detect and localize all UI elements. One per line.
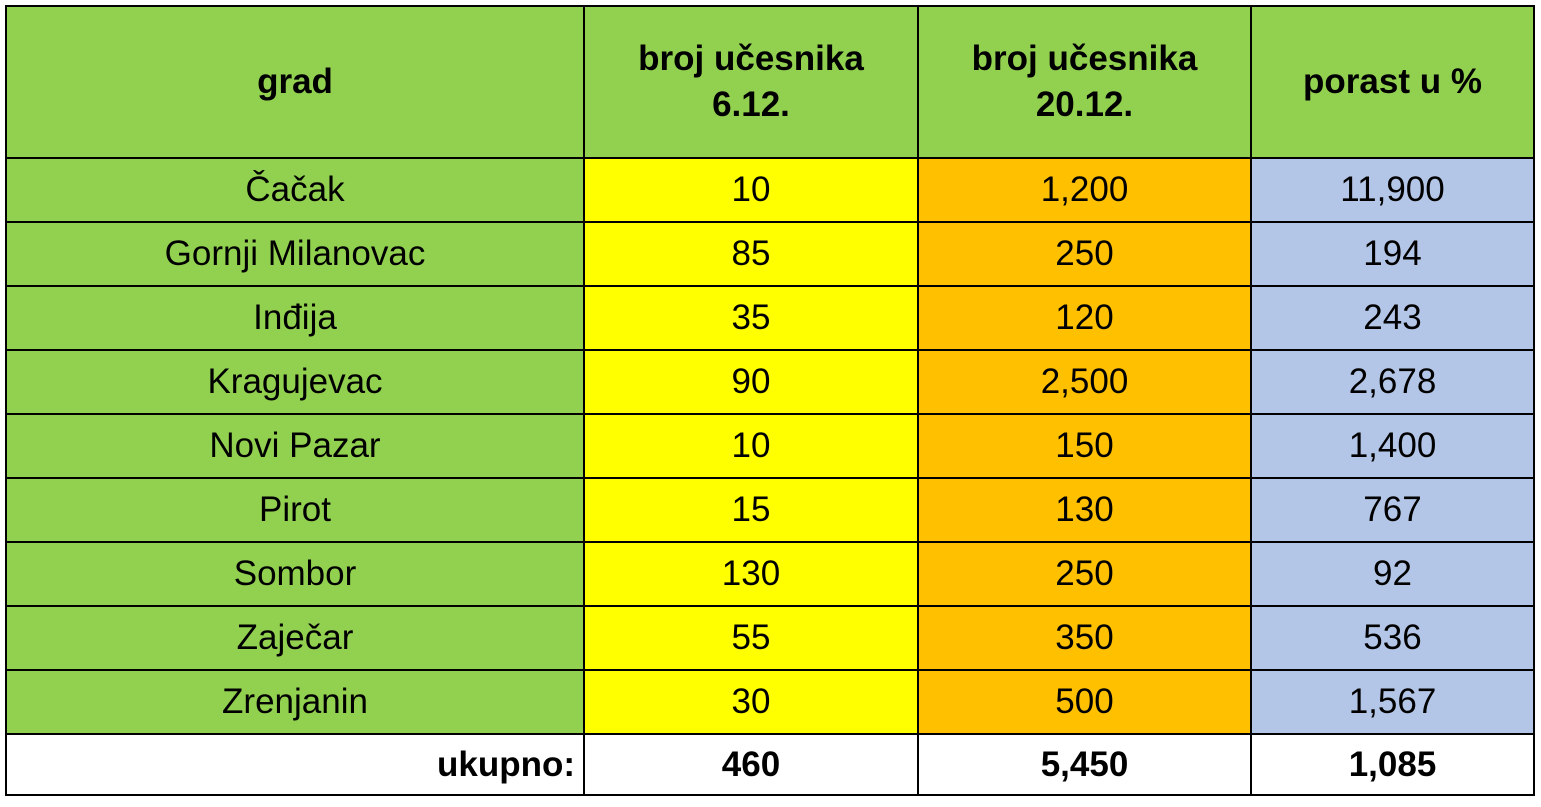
total-label: ukupno:: [5, 733, 585, 796]
value-cell: 350: [917, 605, 1252, 671]
city-cell: Sombor: [5, 541, 585, 607]
data-row: Čačak 10 1,200 11,900: [5, 157, 1535, 223]
value-cell: 55: [583, 605, 919, 671]
value-cell: 15: [583, 477, 919, 543]
value-cell: 85: [583, 221, 919, 287]
city-cell: Zaječar: [5, 605, 585, 671]
value-cell: 92: [1250, 541, 1535, 607]
value-cell: 90: [583, 349, 919, 415]
data-row: Kragujevac 90 2,500 2,678: [5, 349, 1535, 415]
value-cell: 1,567: [1250, 669, 1535, 735]
header-row: grad broj učesnika 6.12. broj učesnika 20.12…: [5, 5, 1535, 159]
header-text: broj učesnika: [971, 39, 1198, 78]
city-cell: Čačak: [5, 157, 585, 223]
header-cell: broj učesnika 6.12.: [583, 5, 919, 159]
city-cell: Inđija: [5, 285, 585, 351]
value-cell: 1,400: [1250, 413, 1535, 479]
total-cell: 5,450: [917, 733, 1252, 796]
header-text: porast u %: [1303, 62, 1482, 101]
table-body: Čačak 10 1,200 11,900 Gornji Milanovac 85 250 1…: [5, 157, 1535, 796]
data-table: grad broj učesnika 6.12. broj učesnika 20.12…: [5, 5, 1535, 796]
value-cell: 500: [917, 669, 1252, 735]
value-cell: 120: [917, 285, 1252, 351]
total-cell: 1,085: [1250, 733, 1535, 796]
header-cell: porast u %: [1250, 5, 1535, 159]
value-cell: 767: [1250, 477, 1535, 543]
total-cell: 460: [583, 733, 919, 796]
value-cell: 2,500: [917, 349, 1252, 415]
data-row: Zrenjanin 30 500 1,567: [5, 669, 1535, 735]
data-row: Sombor 130 250 92: [5, 541, 1535, 607]
header-text: 20.12.: [1035, 85, 1134, 124]
value-cell: 10: [583, 413, 919, 479]
data-row: Novi Pazar 10 150 1,400: [5, 413, 1535, 479]
value-cell: 10: [583, 157, 919, 223]
city-cell: Kragujevac: [5, 349, 585, 415]
city-cell: Zrenjanin: [5, 669, 585, 735]
value-cell: 130: [583, 541, 919, 607]
value-cell: 250: [917, 221, 1252, 287]
data-row: Pirot 15 130 767: [5, 477, 1535, 543]
header-text: broj učesnika: [638, 39, 864, 78]
value-cell: 11,900: [1250, 157, 1535, 223]
header-cell: grad: [5, 5, 585, 159]
data-row: Inđija 35 120 243: [5, 285, 1535, 351]
value-cell: 35: [583, 285, 919, 351]
value-cell: 250: [917, 541, 1252, 607]
header-text: grad: [257, 62, 333, 101]
city-cell: Gornji Milanovac: [5, 221, 585, 287]
header-text: 6.12.: [712, 85, 790, 124]
value-cell: 2,678: [1250, 349, 1535, 415]
value-cell: 1,200: [917, 157, 1252, 223]
city-cell: Pirot: [5, 477, 585, 543]
value-cell: 130: [917, 477, 1252, 543]
city-cell: Novi Pazar: [5, 413, 585, 479]
value-cell: 30: [583, 669, 919, 735]
total-row: ukupno: 460 5,450 1,085: [5, 733, 1535, 796]
value-cell: 194: [1250, 221, 1535, 287]
value-cell: 536: [1250, 605, 1535, 671]
spreadsheet: grad broj učesnika 6.12. broj učesnika 20.12…: [5, 5, 1535, 796]
value-cell: 150: [917, 413, 1252, 479]
value-cell: 243: [1250, 285, 1535, 351]
data-row: Zaječar 55 350 536: [5, 605, 1535, 671]
header-cell: broj učesnika 20.12.: [917, 5, 1252, 159]
data-row: Gornji Milanovac 85 250 194: [5, 221, 1535, 287]
